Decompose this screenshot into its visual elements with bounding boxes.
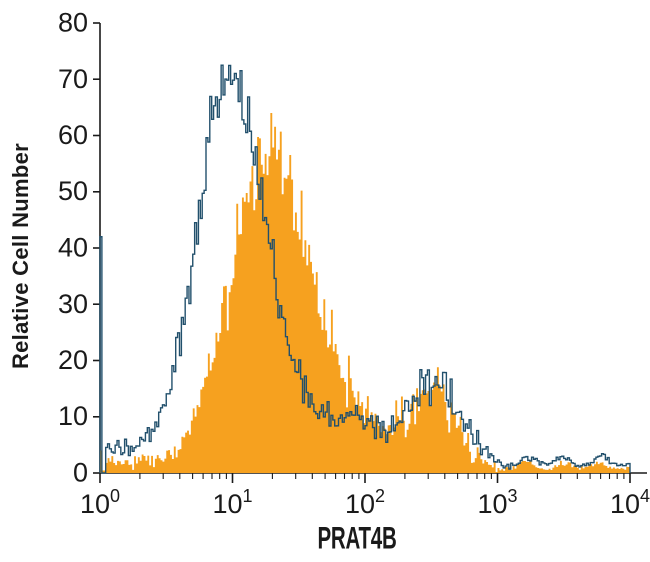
svg-text:40: 40 <box>58 233 88 263</box>
svg-text:80: 80 <box>58 8 88 38</box>
svg-text:30: 30 <box>58 289 88 319</box>
svg-text:50: 50 <box>58 176 88 206</box>
svg-text:20: 20 <box>58 345 88 375</box>
svg-text:60: 60 <box>58 120 88 150</box>
svg-text:0: 0 <box>73 458 88 488</box>
svg-text:10: 10 <box>58 401 88 431</box>
svg-text:70: 70 <box>58 64 88 94</box>
